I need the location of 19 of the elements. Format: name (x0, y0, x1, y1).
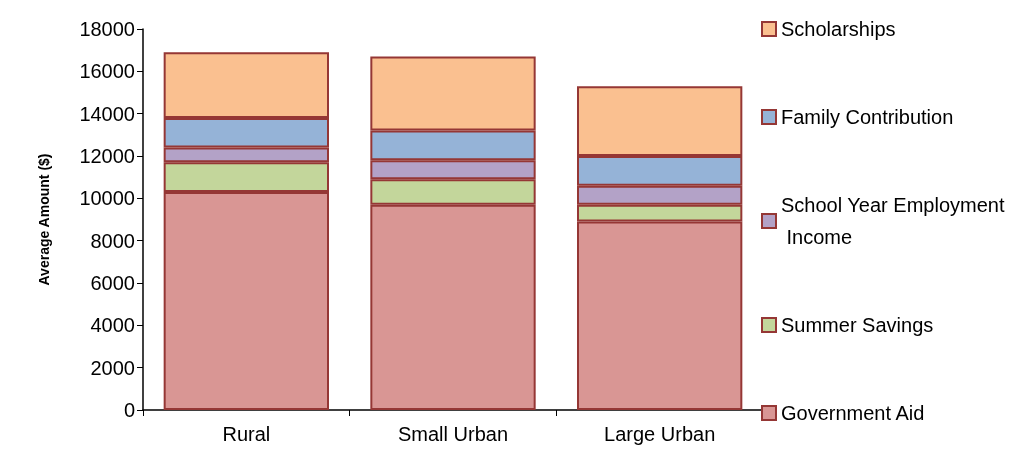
y-tick-label: 8000 (90, 229, 135, 252)
y-tick-label: 6000 (90, 272, 135, 294)
x-tick-label: Large Urban (604, 423, 716, 445)
legend-label: Family Contribution (781, 106, 954, 128)
x-tick-label: Rural (222, 423, 271, 445)
y-tick-label: 18000 (79, 18, 135, 40)
y-tick-label: 14000 (79, 102, 135, 125)
y-tick-label: 4000 (90, 314, 135, 337)
legend-label: School Year Employment Income (781, 194, 1005, 248)
y-tick-label: 10000 (79, 187, 135, 210)
y-tick-label: 0 (123, 399, 135, 421)
x-tick-label: Small Urban (397, 423, 509, 445)
legend-label: Scholarships (781, 18, 896, 40)
y-tick-label: 2000 (90, 356, 135, 379)
y-tick-label: 12000 (79, 145, 135, 167)
y-axis-title: Average Amount ($) (36, 153, 52, 286)
legend-label: Summer Savings (781, 314, 934, 336)
y-tick-label: 16000 (79, 60, 135, 83)
legend-label: Government Aid (781, 402, 925, 424)
